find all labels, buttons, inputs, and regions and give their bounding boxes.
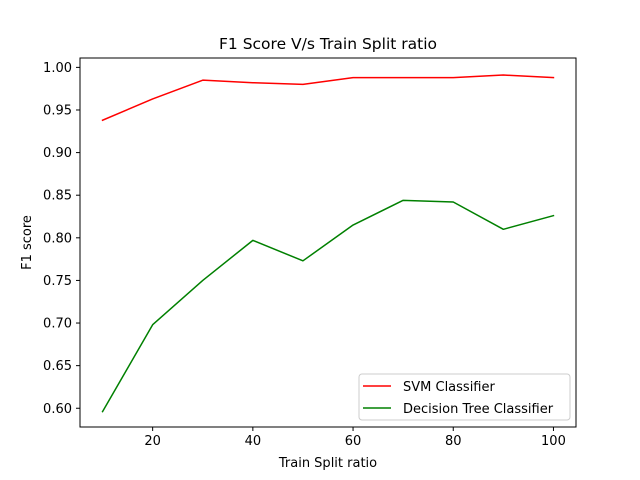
y-tick-label: 0.90 <box>43 146 72 161</box>
y-axis-label: F1 score <box>20 215 35 270</box>
legend-box <box>358 373 571 421</box>
series-line-decision-tree <box>101 199 555 413</box>
x-tick-label: 100 <box>541 434 566 449</box>
legend-label-decision-tree: Decision Tree Classifier <box>403 402 554 417</box>
y-tick-label: 0.70 <box>43 317 72 332</box>
y-tick-label: 0.75 <box>43 274 72 289</box>
chart-title: F1 Score V/s Train Split ratio <box>219 35 437 53</box>
y-axis-ticks: 0.60 0.65 0.70 0.75 0.80 0.85 0.90 0.95 1.00 <box>43 61 80 417</box>
x-tick-label: 60 <box>345 434 362 449</box>
legend: SVM Classifier Decision Tree Classifier <box>358 373 571 421</box>
series-line-svm <box>101 74 555 122</box>
x-axis-label: Train Split ratio <box>278 456 377 471</box>
y-tick-label: 0.80 <box>43 231 72 246</box>
y-tick-label: 1.00 <box>43 61 72 76</box>
plot-frame <box>79 57 577 428</box>
legend-label-svm: SVM Classifier <box>403 380 495 395</box>
x-tick-label: 20 <box>144 434 161 449</box>
x-axis-ticks: 20 40 60 80 100 <box>144 427 566 449</box>
y-tick-label: 0.95 <box>43 103 72 118</box>
x-tick-label: 40 <box>245 434 262 449</box>
y-tick-label: 0.85 <box>43 189 72 204</box>
y-tick-label: 0.60 <box>43 402 72 417</box>
y-tick-label: 0.65 <box>43 359 72 374</box>
x-tick-label: 80 <box>445 434 462 449</box>
plot-lines <box>101 74 555 413</box>
